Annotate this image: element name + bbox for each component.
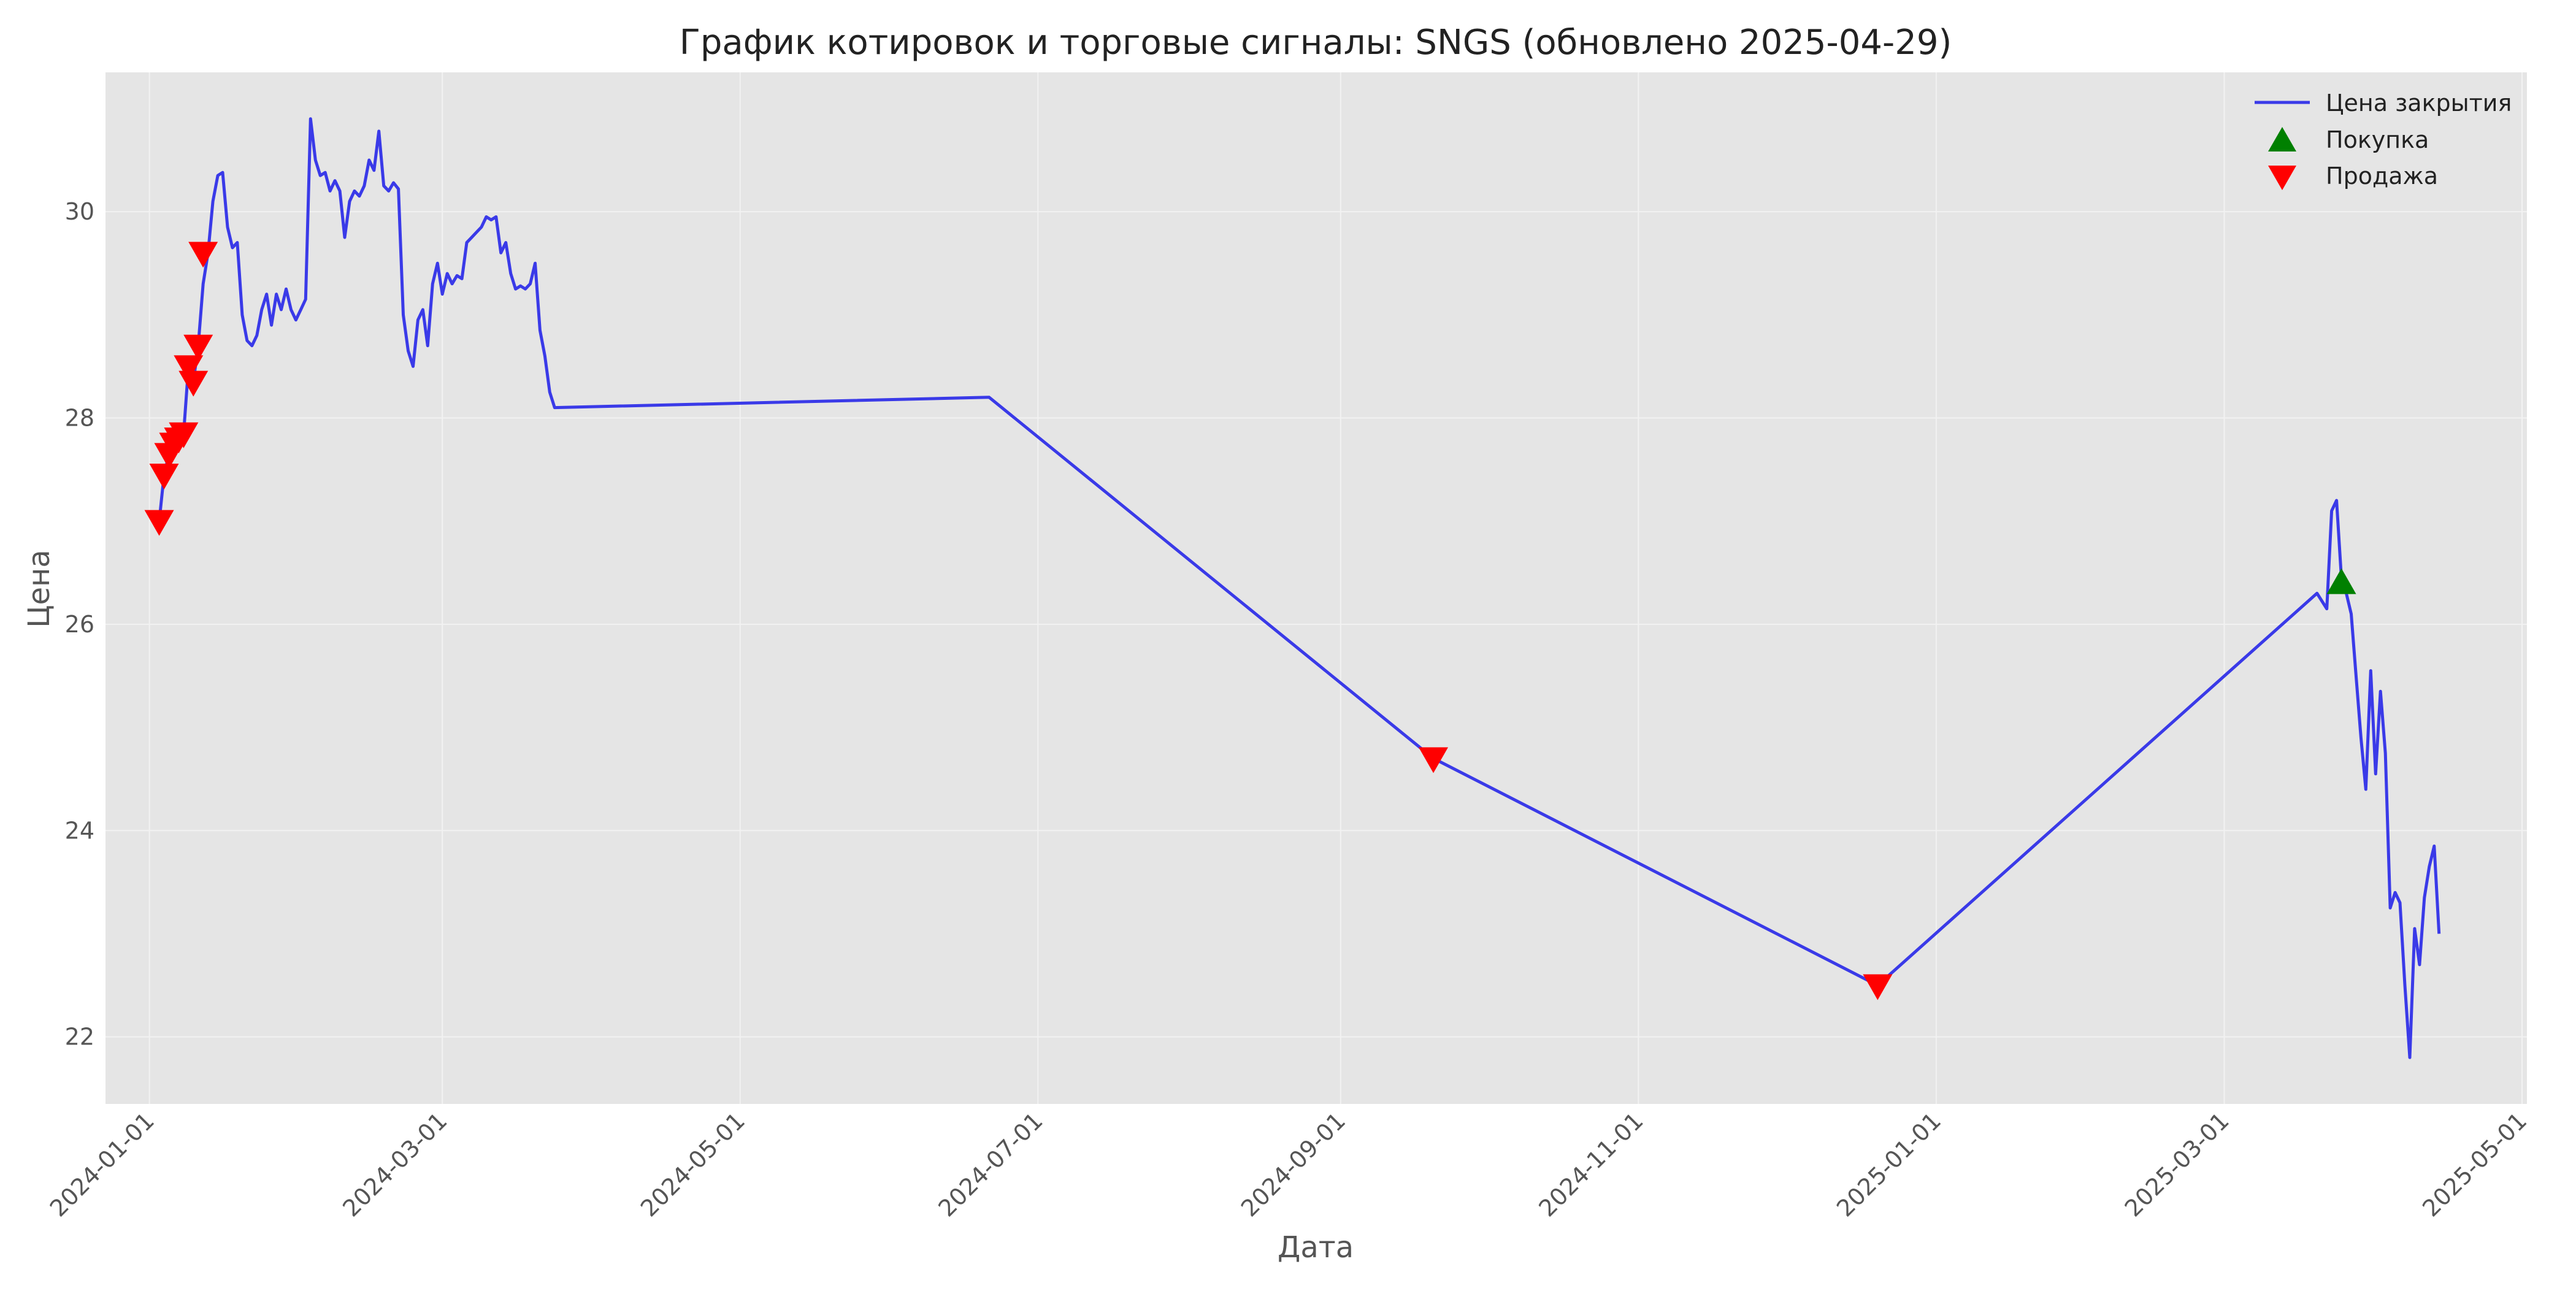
close-price-line — [158, 117, 2441, 1059]
sell-signal-marker — [174, 355, 204, 381]
sell-signal-marker — [183, 334, 213, 361]
signal-markers — [144, 242, 2356, 1000]
y-tick-label: 24 — [65, 817, 94, 844]
legend-label-buy: Покупка — [2326, 126, 2429, 153]
x-tick-label: 2024-03-01 — [337, 1107, 452, 1222]
y-tick-label: 26 — [65, 611, 94, 638]
y-axis-ticks: 22 24 26 28 30 — [65, 198, 94, 1051]
y-axis-label: Цена — [22, 550, 56, 628]
sell-signal-marker — [149, 463, 179, 489]
legend-label-sell: Продажа — [2326, 163, 2438, 190]
sell-signal-marker — [144, 510, 174, 536]
chart-title: График котировок и торговые сигналы: SNG… — [680, 23, 1952, 63]
plot-area — [105, 72, 2527, 1104]
sell-signal-marker — [169, 422, 199, 448]
x-tick-label: 2024-05-01 — [635, 1107, 750, 1222]
x-axis-label: Дата — [1278, 1230, 1354, 1265]
x-tick-label: 2024-09-01 — [1236, 1107, 1351, 1222]
x-axis-ticks: 2024-01-01 2024-03-01 2024-05-01 2024-07-01… — [45, 1107, 2532, 1222]
sell-signal-marker — [188, 242, 218, 268]
sell-signal-marker — [1863, 974, 1893, 1000]
y-tick-label: 30 — [65, 198, 94, 225]
series-line-layer — [158, 117, 2441, 1059]
x-tick-label: 2024-01-01 — [45, 1107, 159, 1222]
x-tick-label: 2025-05-01 — [2417, 1107, 2532, 1222]
y-tick-label: 28 — [65, 404, 94, 431]
x-tick-label: 2025-01-01 — [1831, 1107, 1946, 1222]
x-tick-label: 2024-07-01 — [933, 1107, 1048, 1222]
sell-signal-marker — [178, 370, 209, 397]
sell-signal-marker — [1419, 747, 1449, 773]
legend-label-close: Цена закрытия — [2326, 90, 2512, 117]
x-tick-label: 2024-11-01 — [1533, 1107, 1648, 1222]
legend: Цена закрытия Покупка Продажа — [2255, 90, 2512, 190]
legend-sell-marker — [2268, 166, 2296, 190]
buy-signal-marker — [2326, 568, 2356, 594]
grid-lines — [105, 72, 2527, 1104]
legend-buy-marker — [2268, 127, 2296, 151]
y-tick-label: 22 — [65, 1024, 94, 1051]
x-tick-label: 2025-03-01 — [2120, 1107, 2234, 1222]
